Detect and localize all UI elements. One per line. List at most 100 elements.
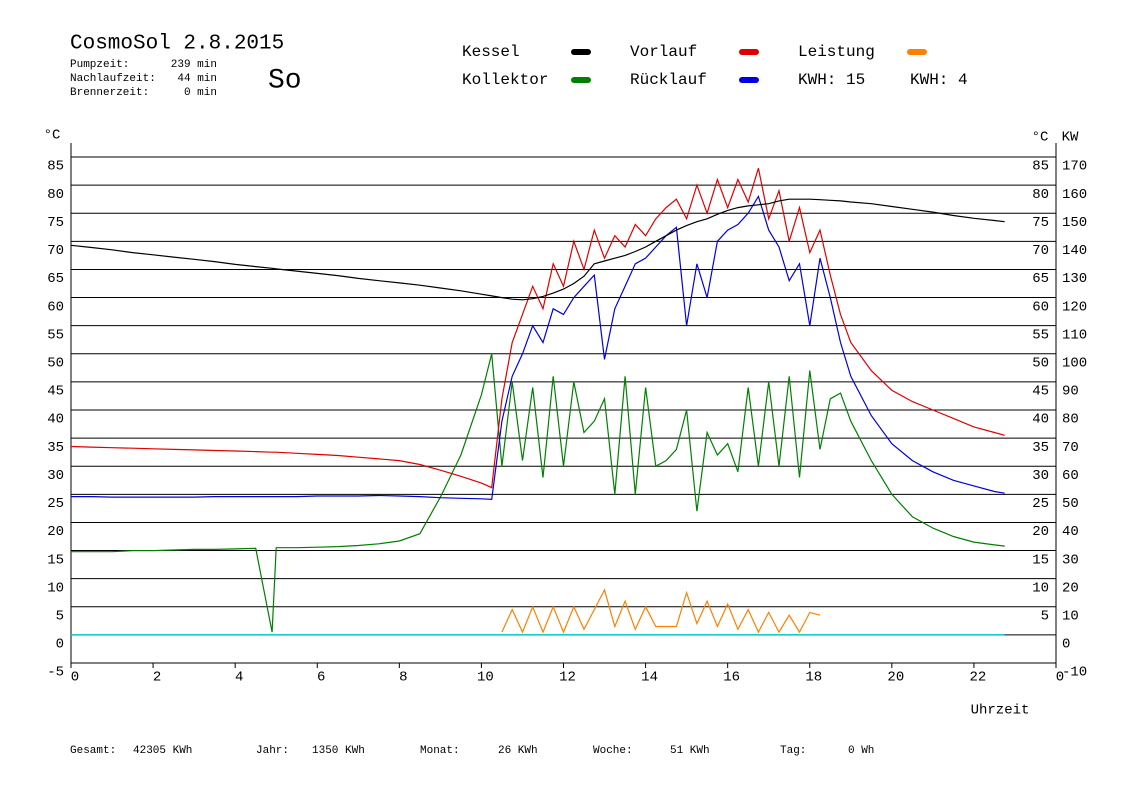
legend-label: Leistung [798, 43, 875, 61]
y2-tick-label: 40 [1062, 524, 1079, 540]
y-tick-label: -5 [47, 665, 64, 681]
y2-unit: KW [1062, 130, 1079, 146]
footer-value: 26 KWh [498, 745, 538, 757]
y2-tick-label: 0 [1062, 637, 1070, 653]
y2-tick-label: 10 [1062, 608, 1079, 624]
footer-value: 0 Wh [848, 745, 874, 757]
y-tick-label-right: 80 [1032, 187, 1049, 203]
stat-value: 0 min [184, 87, 217, 99]
x-tick-label: 14 [641, 670, 658, 686]
y-tick-label: 15 [47, 552, 64, 568]
y2-tick-label: 130 [1062, 271, 1087, 287]
y-tick-label-right: 70 [1032, 243, 1049, 259]
stat-label: Pumpzeit: [70, 59, 129, 71]
x-tick-label: 20 [887, 670, 904, 686]
y2-tick-label: 150 [1062, 215, 1087, 231]
footer-value: 42305 KWh [133, 745, 192, 757]
y-tick-label-right: 25 [1032, 496, 1049, 512]
legend-label: Vorlauf [630, 43, 697, 61]
series-line [70, 198, 1005, 301]
y-tick-label-right: 60 [1032, 299, 1049, 315]
weekday: So [268, 65, 302, 96]
x-tick-label: 8 [399, 670, 407, 686]
y-tick-label: 30 [47, 468, 64, 484]
x-tick-label: 10 [477, 670, 494, 686]
stat-value: 239 min [171, 59, 217, 71]
y-tick-label-right: 30 [1032, 468, 1049, 484]
x-tick-label: 22 [970, 670, 987, 686]
x-tick-label: 0 [71, 670, 79, 686]
stat-value: 44 min [177, 73, 217, 85]
y-tick-label-right: 45 [1032, 384, 1049, 400]
y-tick-label: 55 [47, 327, 64, 343]
footer-value: 1350 KWh [312, 745, 365, 757]
x-tick-label: 0 [1056, 670, 1064, 686]
y2-tick-label: 110 [1062, 327, 1087, 343]
stat-label: Brennerzeit: [70, 87, 149, 99]
y-tick-label-right: 85 [1032, 159, 1049, 175]
legend-label: Kollektor [462, 71, 548, 89]
y-tick-label: 10 [47, 580, 64, 596]
y2-tick-label: 160 [1062, 187, 1087, 203]
y-tick-label-right: 5 [1041, 608, 1049, 624]
y-tick-label: 35 [47, 440, 64, 456]
y-unit: °C [44, 128, 61, 144]
y-tick-label-right: 50 [1032, 355, 1049, 371]
y-tick-label: 75 [47, 215, 64, 231]
footer-label: Gesamt: [70, 745, 116, 757]
footer-value: 51 KWh [670, 745, 710, 757]
chart-title: CosmoSol 2.8.2015 [70, 33, 284, 56]
y-tick-label: 25 [47, 496, 64, 512]
stat-label: Nachlaufzeit: [70, 73, 156, 85]
y-tick-label-right: 65 [1032, 271, 1049, 287]
y-tick-label: 65 [47, 271, 64, 287]
y2-tick-label: 170 [1062, 159, 1087, 175]
y-tick-label: 50 [47, 355, 64, 371]
x-tick-label: 12 [559, 670, 576, 686]
y2-tick-label: 30 [1062, 552, 1079, 568]
y2-tick-label: 50 [1062, 496, 1079, 512]
y-tick-label: 0 [56, 637, 64, 653]
y-tick-label-right: 20 [1032, 524, 1049, 540]
y2-tick-label: 20 [1062, 580, 1079, 596]
y-tick-label: 45 [47, 384, 64, 400]
footer-label: Jahr: [256, 745, 289, 757]
y-tick-label: 80 [47, 187, 64, 203]
x-tick-label: 16 [723, 670, 740, 686]
legend-label: Kessel [462, 43, 520, 61]
footer-label: Woche: [593, 745, 633, 757]
legend-label: Rücklauf [630, 71, 707, 89]
y-tick-label: 40 [47, 412, 64, 428]
footer-label: Tag: [780, 745, 806, 757]
y2-tick-label: 120 [1062, 299, 1087, 315]
series-line [71, 194, 1005, 501]
y2-tick-label: -10 [1062, 665, 1087, 681]
y2-tick-label: 60 [1062, 468, 1079, 484]
y-tick-label: 60 [47, 299, 64, 315]
x-axis-label: Uhrzeit [971, 703, 1030, 719]
y-tick-label-right: 40 [1032, 412, 1049, 428]
y-tick-label-right: 55 [1032, 327, 1049, 343]
y-tick-label: 85 [47, 159, 64, 175]
x-tick-label: 6 [317, 670, 325, 686]
y-tick-label: 20 [47, 524, 64, 540]
kwh-label: KWH: 4 [910, 71, 968, 89]
y2-tick-label: 80 [1062, 412, 1079, 428]
y2-tick-label: 100 [1062, 355, 1087, 371]
y-tick-label-right: 75 [1032, 215, 1049, 231]
y-tick-label-right: 10 [1032, 580, 1049, 596]
y-tick-label-right: 15 [1032, 552, 1049, 568]
x-tick-label: 4 [235, 670, 243, 686]
x-tick-label: 2 [153, 670, 161, 686]
y2-tick-label: 90 [1062, 384, 1079, 400]
y2-tick-label: 70 [1062, 440, 1079, 456]
footer-label: Monat: [420, 745, 460, 757]
y2-tick-label: 140 [1062, 243, 1087, 259]
kwh-label: KWH: 15 [798, 71, 865, 89]
y-tick-label: 5 [56, 608, 64, 624]
y-unit-right: °C [1032, 130, 1049, 146]
y-tick-label: 70 [47, 243, 64, 259]
series-line [70, 168, 1005, 489]
series-line [71, 353, 1005, 633]
